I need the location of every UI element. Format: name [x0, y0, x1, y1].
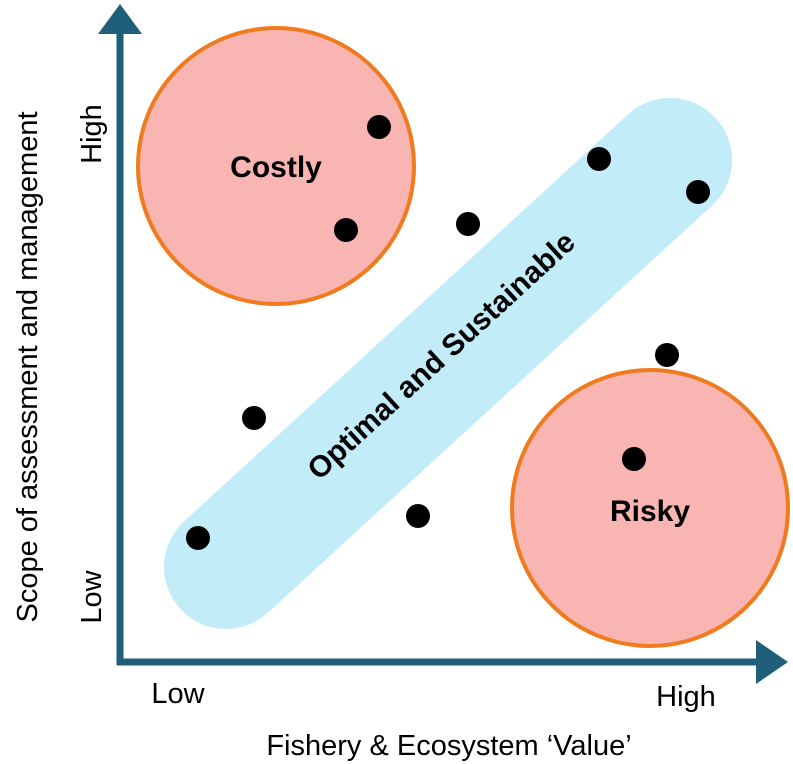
axes [98, 4, 788, 684]
y-low-label: Low [76, 569, 108, 623]
data-point [186, 526, 210, 550]
risky-circle [510, 368, 790, 648]
costly-region: Costly [136, 26, 416, 306]
data-points [186, 115, 710, 550]
risky-region: Risky [510, 368, 790, 648]
data-point [587, 147, 611, 171]
y-axis-arrow-icon [98, 4, 142, 34]
data-point [334, 218, 358, 242]
data-point [367, 115, 391, 139]
optimal-band [164, 98, 732, 629]
data-point [406, 504, 430, 528]
data-point [456, 212, 480, 236]
x-axis-title: Fishery & Ecosystem ‘Value’ [266, 730, 631, 762]
data-point [242, 406, 266, 430]
y-axis-title: Scope of assessment and management [12, 111, 44, 622]
y-high-label: High [76, 104, 108, 164]
x-axis-arrow-icon [756, 640, 788, 684]
data-point [622, 447, 646, 471]
x-low-label: Low [151, 678, 205, 710]
data-point [655, 343, 679, 367]
x-high-label: High [656, 681, 716, 713]
data-point [686, 180, 710, 204]
costly-label: Costly [230, 151, 322, 184]
risky-label: Risky [610, 495, 690, 528]
